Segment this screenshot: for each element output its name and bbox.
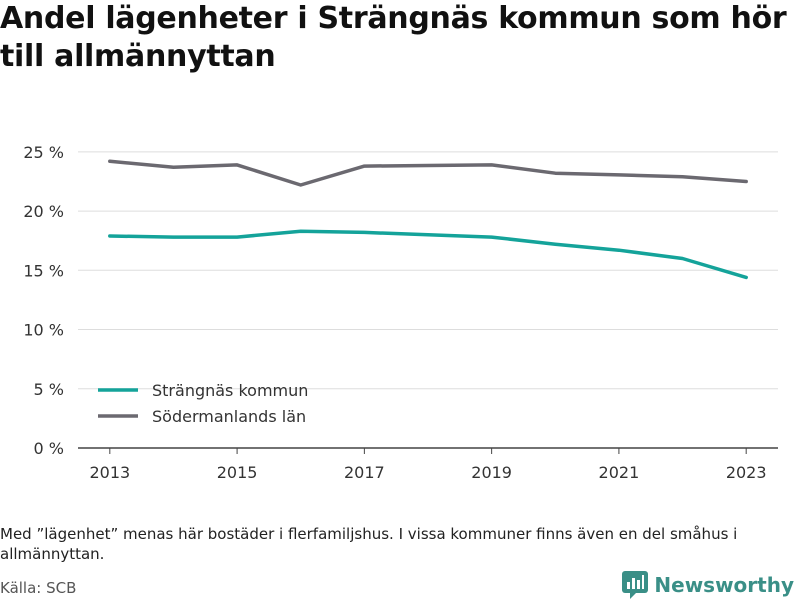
- legend: Strängnäs kommun Södermanlands län: [98, 381, 308, 426]
- source-label: Källa: SCB: [0, 579, 77, 597]
- y-tick-label: 20 %: [23, 202, 64, 221]
- x-tick-label: 2023: [726, 463, 767, 482]
- x-tick-label: 2017: [344, 463, 385, 482]
- x-tick-label: 2019: [471, 463, 512, 482]
- y-tick-label: 10 %: [23, 321, 64, 340]
- x-axis: 2013 2015 2017 2019 2021 2023: [89, 448, 767, 482]
- x-tick-label: 2015: [217, 463, 258, 482]
- line-chart: 0 %5 %10 %15 %20 %25 % 2013 2015 2017 2019 2…: [23, 143, 778, 482]
- legend-label: Strängnäs kommun: [152, 381, 308, 400]
- newsworthy-logo-icon: [622, 571, 649, 599]
- x-tick-label: 2013: [89, 463, 130, 482]
- chart-title: Andel lägenheter i Strängnäs kommun som …: [0, 1, 787, 74]
- brand-name: Newsworthy: [654, 573, 794, 597]
- series-line-strangnas-kommun: [108, 229, 748, 280]
- y-tick-label: 0 %: [34, 439, 64, 458]
- x-tick-label: 2021: [599, 463, 640, 482]
- y-tick-label: 25 %: [23, 143, 64, 162]
- chart-note: Med ”lägenhet” menas här bostäder i fler…: [0, 525, 738, 563]
- series-lines: [108, 159, 748, 280]
- y-tick-label: 15 %: [23, 261, 64, 280]
- grid-lines: [78, 151, 778, 449]
- legend-label: Södermanlands län: [152, 407, 306, 426]
- series-line-sodermanlands-lan: [108, 159, 748, 187]
- y-axis: 0 % 5 % 10 % 15 % 20 % 25 %: [23, 143, 64, 458]
- y-tick-label: 5 %: [34, 380, 64, 399]
- brand-logo[interactable]: Newsworthy: [622, 570, 794, 600]
